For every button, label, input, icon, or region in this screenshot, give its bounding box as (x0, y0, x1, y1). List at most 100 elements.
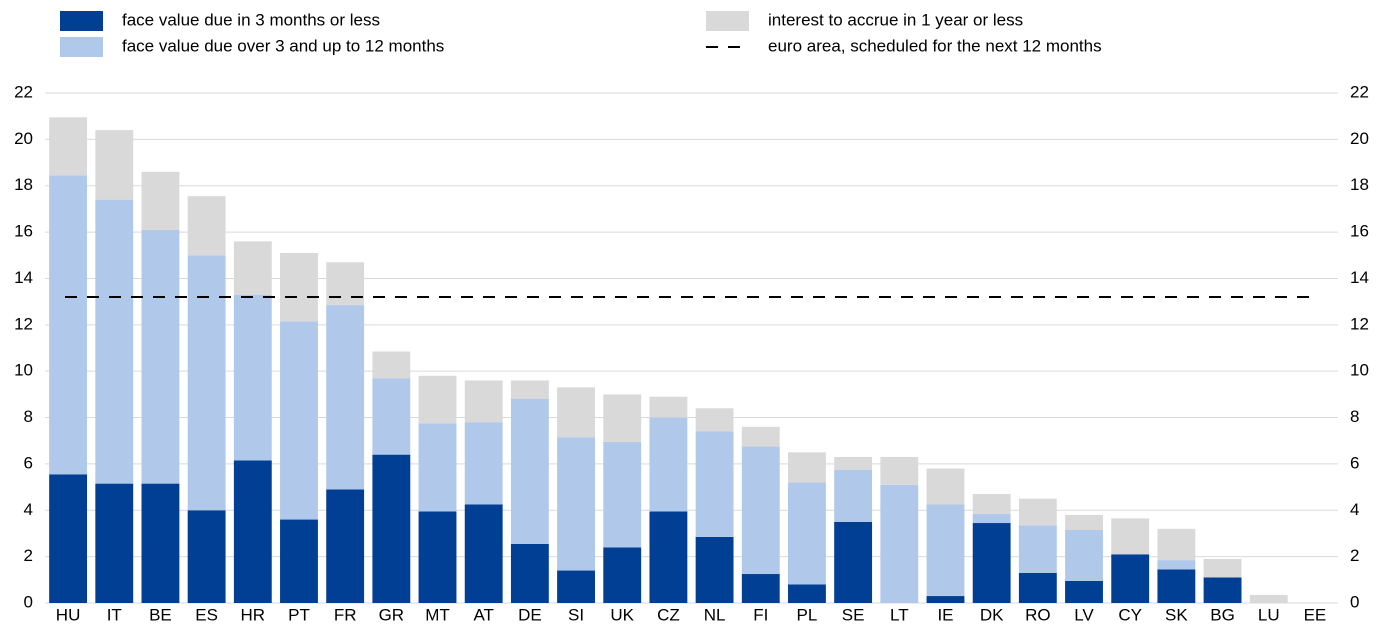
bar-segment (557, 387, 595, 438)
y2-tick-label: 10 (1350, 361, 1369, 380)
bar-segment (1018, 498, 1057, 526)
y2-tick-label: 22 (1350, 82, 1369, 101)
bar-segment (141, 483, 180, 603)
bar-segment (1157, 528, 1196, 561)
bar-segment (187, 255, 226, 511)
y2-tick-label: 18 (1350, 175, 1369, 194)
bar-segment (233, 241, 272, 295)
bar-segment (926, 504, 965, 597)
bar-segment (603, 394, 642, 442)
bar-segment (741, 446, 780, 575)
bar-segment (1203, 577, 1242, 603)
x-tick-label: AT (473, 605, 493, 624)
y-tick-label: 8 (24, 407, 33, 426)
x-tick-label: LV (1074, 605, 1094, 624)
bar-segment (95, 199, 134, 484)
bar-segment (557, 437, 595, 571)
x-tick-label: RO (1025, 605, 1051, 624)
legend-swatch (706, 11, 749, 31)
bar-segment (418, 375, 457, 424)
bar-segment (280, 321, 318, 520)
bar-segment (603, 441, 642, 548)
bar-segment (788, 584, 826, 603)
y-tick-label: 22 (14, 82, 33, 101)
x-tick-label: FR (334, 605, 357, 624)
bar-segment (741, 574, 780, 603)
x-tick-label: HR (241, 605, 266, 624)
x-tick-label: MT (425, 605, 450, 624)
bar-segment (603, 547, 642, 603)
legend-swatch (60, 11, 103, 31)
legend-label: face value due in 3 months or less (122, 10, 380, 29)
bar-segment (372, 351, 411, 379)
bar-segment (372, 378, 411, 455)
bar-segment (926, 596, 965, 603)
x-tick-label: BG (1210, 605, 1235, 624)
y-tick-label: 2 (24, 546, 33, 565)
legend-label: face value due over 3 and up to 12 month… (122, 36, 444, 55)
y-tick-label: 4 (24, 500, 33, 519)
bar-segment (1065, 514, 1103, 530)
bar-segment (649, 511, 688, 603)
legend-label: euro area, scheduled for the next 12 mon… (768, 36, 1102, 55)
x-tick-label: SK (1165, 605, 1188, 624)
bar-segment (649, 417, 688, 512)
bar-segment (1157, 560, 1196, 570)
bar-segment (280, 252, 318, 322)
bar-segment (187, 196, 226, 256)
bar-segment (972, 523, 1011, 603)
x-tick-label: LU (1258, 605, 1280, 624)
y2-tick-label: 4 (1350, 500, 1359, 519)
bar-segment (834, 469, 873, 522)
bar-segment (510, 380, 549, 399)
bar-segment (141, 229, 180, 484)
x-tick-label: UK (610, 605, 634, 624)
bar-segment (510, 543, 549, 603)
bar-segment (49, 474, 88, 603)
y2-tick-label: 16 (1350, 222, 1369, 241)
x-tick-label: NL (704, 605, 726, 624)
y2-tick-label: 20 (1350, 129, 1369, 148)
x-tick-label: SE (842, 605, 865, 624)
bar-segment (95, 483, 134, 603)
x-tick-label: CY (1118, 605, 1142, 624)
y-tick-label: 14 (14, 268, 33, 287)
bar-segment (1249, 594, 1288, 603)
bar-segment (326, 489, 365, 603)
x-tick-label: LT (890, 605, 909, 624)
legend-swatch (60, 37, 103, 57)
bar-segment (741, 426, 780, 447)
bar-segment (418, 423, 457, 512)
legend-label: interest to accrue in 1 year or less (768, 10, 1023, 29)
bar-segment (1157, 569, 1196, 603)
y2-tick-label: 2 (1350, 546, 1359, 565)
bar-segment (1065, 580, 1103, 603)
bar-segment (464, 504, 503, 603)
y2-tick-label: 8 (1350, 407, 1359, 426)
bar-segment (49, 117, 88, 176)
y2-tick-label: 6 (1350, 453, 1359, 472)
bar-segment (1111, 554, 1150, 603)
bar-segment (834, 456, 873, 470)
bar-segment (880, 456, 919, 485)
bar-segment (834, 521, 873, 603)
bar-segment (464, 422, 503, 505)
bar-segment (1018, 572, 1057, 603)
bar-segment (49, 175, 88, 475)
bar-segment (326, 305, 365, 490)
bar-segment (788, 452, 826, 483)
bar-segment (649, 396, 688, 418)
x-tick-label: FI (753, 605, 768, 624)
y-tick-label: 16 (14, 222, 33, 241)
x-tick-label: IE (937, 605, 953, 624)
bar-segment (695, 408, 734, 432)
bar-segment (695, 536, 734, 603)
bar-segment (788, 482, 826, 585)
x-tick-label: DE (518, 605, 542, 624)
bar-segment (187, 510, 226, 603)
bar-segment (464, 380, 503, 423)
bar-segment (326, 262, 365, 306)
bar-segment (1203, 558, 1242, 578)
bar-segment (1018, 525, 1057, 573)
